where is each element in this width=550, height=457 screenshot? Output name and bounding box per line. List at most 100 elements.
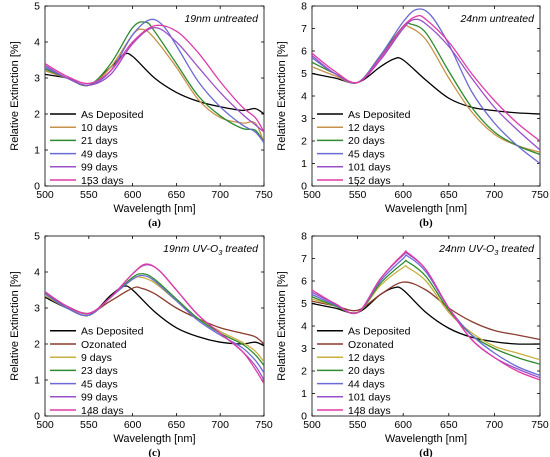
y-tick-label: 2 [34, 109, 40, 121]
series-group [45, 263, 264, 384]
y-tick-label: 5 [34, 231, 40, 243]
series-line [312, 14, 540, 142]
legend-label: 99 days [81, 162, 118, 174]
y-tick-label: 0 [34, 181, 40, 193]
x-tick-label: 550 [80, 419, 98, 431]
series-group [312, 250, 540, 381]
legend-label: Ozonated [81, 339, 127, 351]
y-axis-title: Relative Extinction [%] [9, 41, 21, 150]
y-tick-label: 4 [301, 321, 307, 333]
y-tick-label: 2 [301, 366, 307, 378]
y-tick-label: 2 [34, 339, 40, 351]
x-tick-label: 600 [124, 189, 142, 201]
legend-label: 45 days [81, 378, 118, 390]
chart-panel-1: 500 550 600 650 700 750 0 1 2 3 4 5 Wavelength [nm] R… [9, 1, 273, 230]
y-tick-label: 1 [301, 388, 307, 400]
x-tick-label: 700 [486, 419, 504, 431]
panel-label: (b) [419, 217, 433, 229]
x-tick-label: 600 [394, 419, 412, 431]
y-tick-label: 4 [301, 91, 307, 103]
y-tick-label: 4 [34, 267, 40, 279]
legend-label: 148 days [348, 405, 391, 417]
x-tick-label: 750 [531, 419, 549, 431]
panel-label: (c) [148, 447, 161, 457]
y-tick-label: 1 [34, 375, 40, 387]
legend-label: As Deposited [348, 109, 411, 121]
series-group [312, 8, 540, 165]
x-axis-title: Wavelength [nm] [385, 433, 467, 445]
x-tick-label: 750 [255, 189, 273, 201]
legend-label: 12 days [348, 352, 385, 364]
series-line [45, 24, 264, 133]
legend-label: 99 days [81, 392, 118, 404]
y-tick-label: 5 [301, 68, 307, 80]
legend-label: As Deposited [348, 326, 411, 338]
x-tick-label: 500 [303, 419, 321, 431]
x-tick-label: 650 [440, 189, 458, 201]
plot-frame [311, 235, 541, 417]
x-tick-label: 500 [36, 189, 54, 201]
y-tick-label: 2 [301, 136, 307, 148]
legend-label: 21 days [81, 135, 118, 147]
x-tick-label: 550 [80, 189, 98, 201]
series-line [45, 263, 264, 384]
x-tick-label: 650 [168, 189, 186, 201]
plot-frame [44, 235, 265, 417]
series-line [45, 274, 264, 374]
plot-frame [44, 5, 265, 187]
y-tick-label: 3 [34, 73, 40, 85]
legend-label: 49 days [81, 148, 118, 160]
y-axis-title: Relative Extinction [%] [276, 271, 288, 380]
plot-frame [311, 5, 541, 187]
panel-label: (d) [419, 447, 433, 457]
y-tick-label: 1 [301, 158, 307, 170]
legend-label: 153 days [81, 175, 124, 187]
panel-title: 24nm UV-O3 treated [438, 243, 535, 257]
series-line [312, 281, 540, 341]
legend-label: 152 days [348, 175, 391, 187]
x-tick-label: 700 [211, 419, 229, 431]
y-tick-label: 0 [301, 181, 307, 193]
legend-label: As Deposited [81, 326, 144, 338]
y-tick-label: 3 [301, 113, 307, 125]
legend-label: Ozonated [348, 339, 394, 351]
y-tick-label: 0 [34, 411, 40, 423]
legend-label: 45 days [348, 148, 385, 160]
panel-label: (a) [148, 217, 161, 229]
legend-label: 20 days [348, 135, 385, 147]
legend-label: 23 days [81, 365, 118, 377]
legend-label: 101 days [348, 162, 391, 174]
legend-label: 20 days [348, 365, 385, 377]
y-axis-title: Relative Extinction [%] [276, 41, 288, 150]
x-axis-title: Wavelength [nm] [113, 433, 195, 445]
panel-title: 19nm UV-O3 treated [163, 243, 259, 257]
legend-label: 148 days [81, 405, 124, 417]
x-tick-label: 650 [168, 419, 186, 431]
y-tick-label: 5 [34, 1, 40, 13]
y-tick-label: 6 [301, 276, 307, 288]
x-tick-label: 600 [394, 189, 412, 201]
y-tick-label: 8 [301, 1, 307, 13]
x-tick-label: 750 [255, 419, 273, 431]
x-tick-label: 550 [349, 419, 367, 431]
x-tick-label: 550 [349, 189, 367, 201]
legend-label: 12 days [348, 122, 385, 134]
legend-label: 10 days [81, 122, 118, 134]
x-tick-label: 500 [303, 189, 321, 201]
x-tick-label: 750 [531, 189, 549, 201]
x-tick-label: 650 [440, 419, 458, 431]
legend-label: 9 days [81, 352, 112, 364]
x-tick-label: 600 [124, 419, 142, 431]
panel-title: 24nm untreated [459, 13, 535, 25]
y-tick-label: 7 [301, 253, 307, 265]
series-line [45, 26, 264, 133]
legend-label: 101 days [348, 392, 391, 404]
chart-panel-4: 500 550 600 650 700 750 0 1 2 3 4 5 6 7 8 Wavelength [n… [276, 231, 549, 457]
x-tick-label: 500 [36, 419, 54, 431]
x-axis-title: Wavelength [nm] [385, 203, 467, 215]
